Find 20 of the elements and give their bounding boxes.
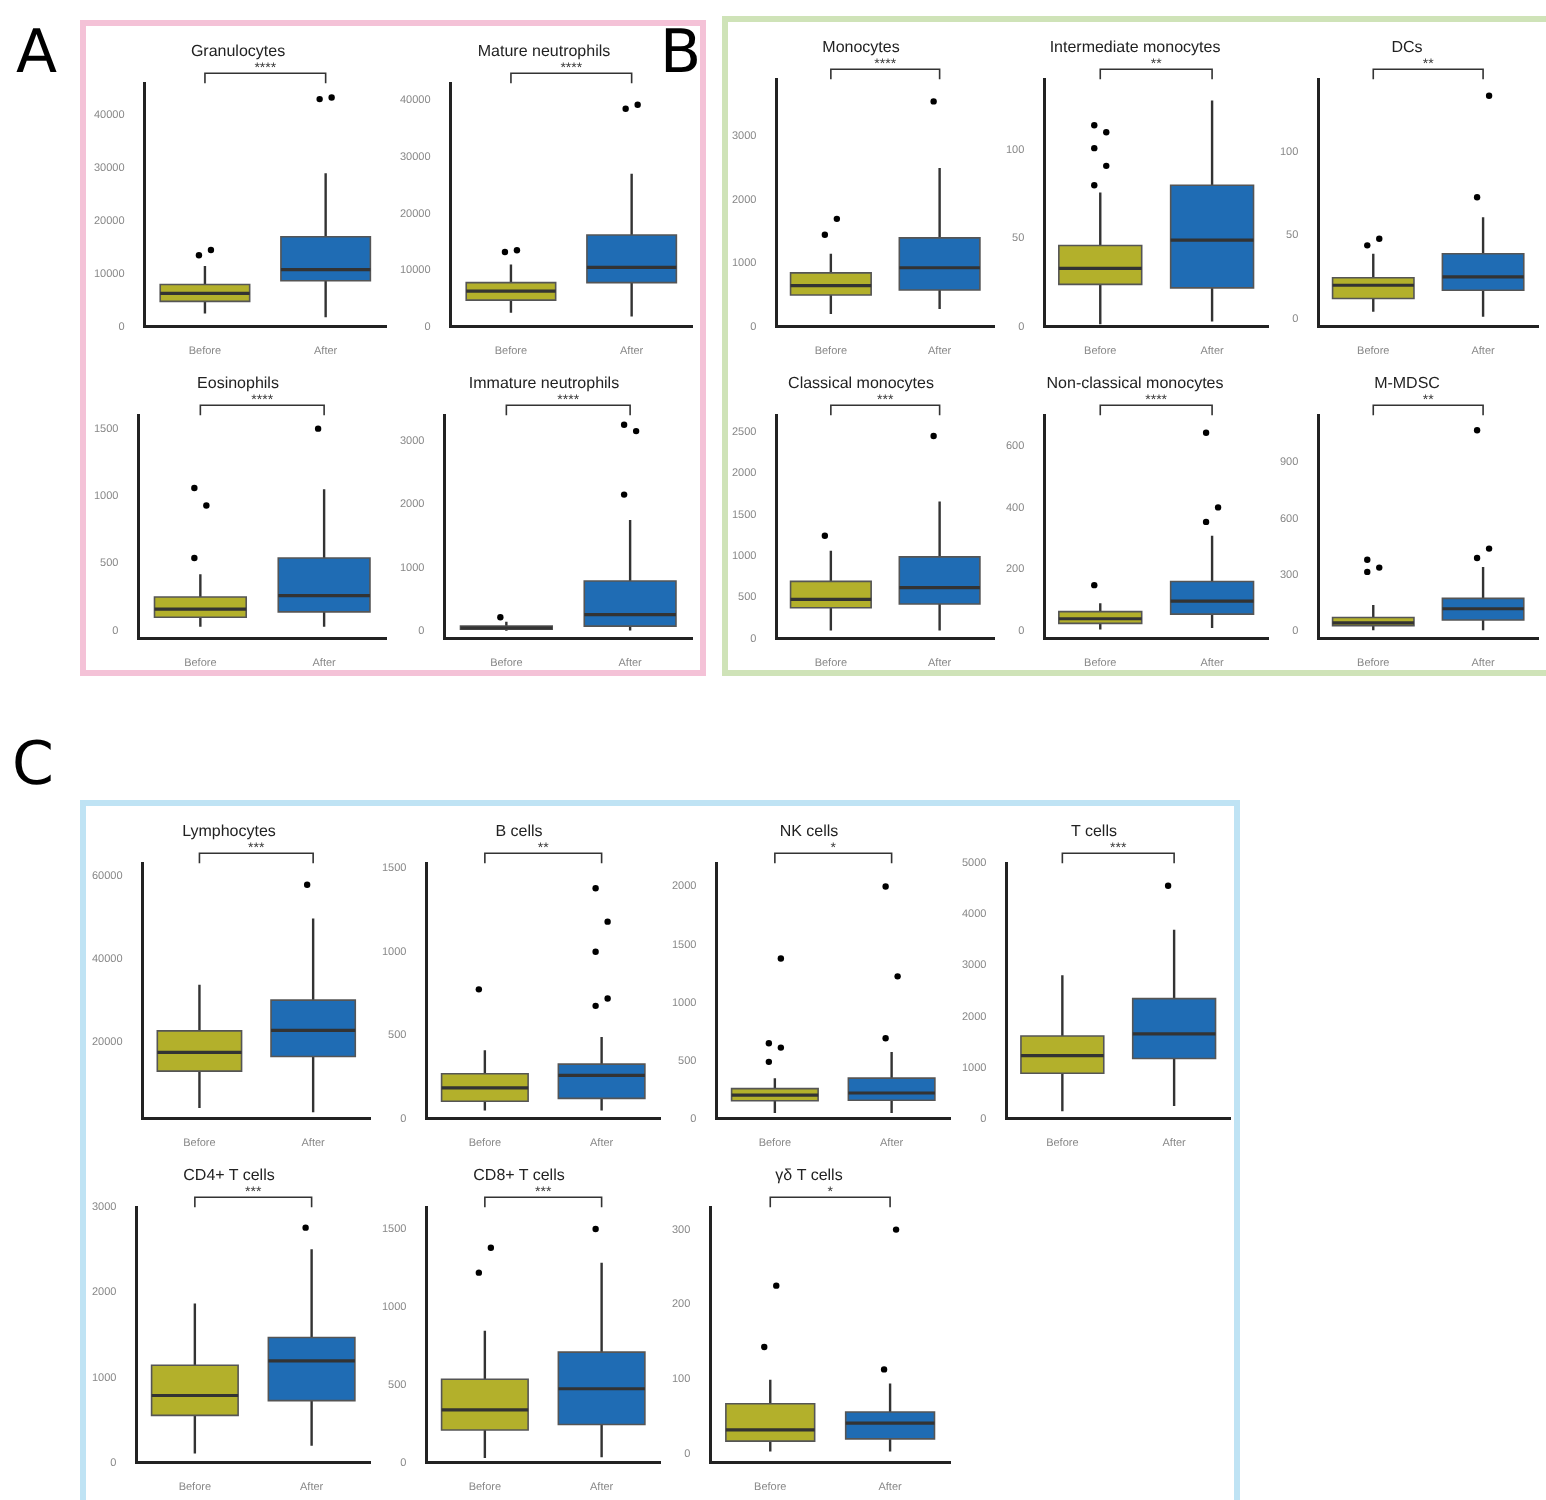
chart-title: Classical monocytes bbox=[788, 374, 934, 393]
chart-title: Intermediate monocytes bbox=[1049, 38, 1221, 57]
chart-title: Granulocytes bbox=[190, 42, 286, 61]
chart-title: NK cells bbox=[779, 822, 839, 841]
chart-title: Mature neutrophils bbox=[477, 42, 611, 61]
chart-title: Non-classical monocytes bbox=[1046, 374, 1224, 393]
text: A bbox=[16, 18, 58, 88]
text: C bbox=[12, 730, 54, 800]
chart-title: CD4+ T cells bbox=[183, 1166, 275, 1185]
chart-title: T cells bbox=[1071, 822, 1117, 841]
chart-title: Immature neutrophils bbox=[468, 374, 620, 393]
chart-title: γδ T cells bbox=[775, 1166, 843, 1185]
chart-title: Lymphocytes bbox=[182, 822, 276, 841]
chart-title: Eosinophils bbox=[197, 374, 279, 393]
chart-title: M-MDSC bbox=[1374, 374, 1441, 393]
chart-title: B cells bbox=[495, 822, 543, 841]
annotation: B bbox=[660, 18, 702, 88]
chart-title: DCs bbox=[1391, 38, 1423, 57]
chart-title: Monocytes bbox=[822, 38, 900, 57]
chart-title: CD8+ T cells bbox=[473, 1166, 565, 1185]
